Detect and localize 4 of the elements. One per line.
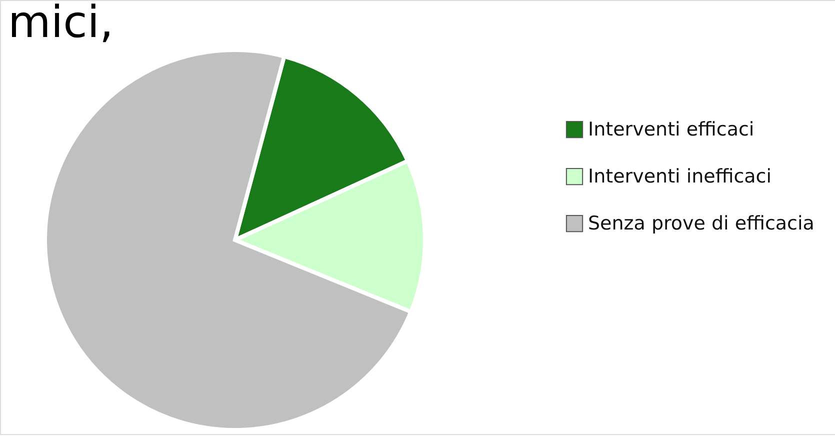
legend-label: Interventi efficaci (588, 118, 754, 140)
text: mici, (8, 0, 114, 48)
legend-label: Senza prove di efficacia (588, 212, 814, 234)
legend-label: Interventi inefficaci (588, 166, 772, 188)
